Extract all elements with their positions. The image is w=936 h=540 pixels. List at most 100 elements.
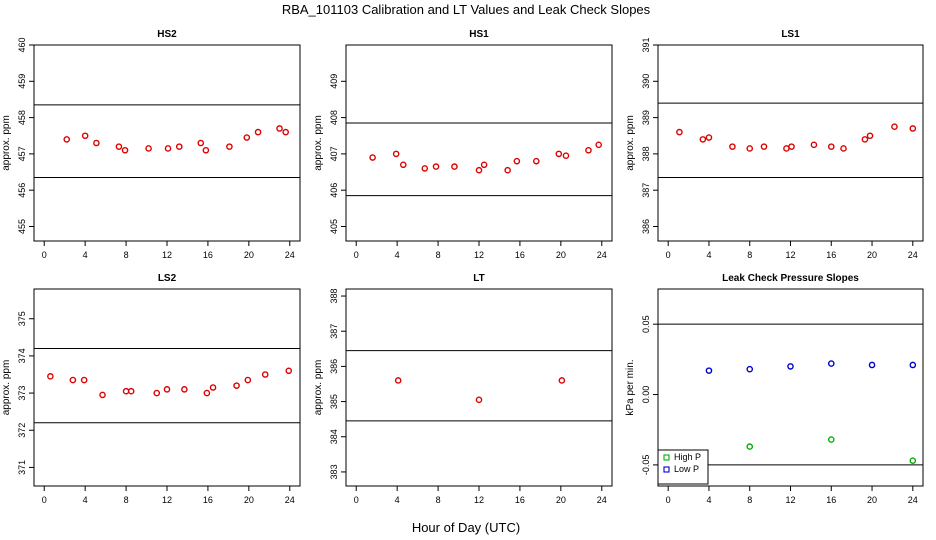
- y-tick-label: 390: [641, 74, 651, 89]
- data-point: [121, 146, 129, 154]
- data-point: [480, 161, 488, 169]
- data-point: [810, 141, 818, 149]
- x-tick-label: 20: [556, 495, 566, 505]
- data-point: [164, 145, 172, 152]
- data-point: [399, 161, 407, 169]
- chart-panels: HS2 approx. ppm 0 4 8 12 16 20 24 455 456 457 458 459…: [1, 29, 924, 505]
- x-tick-label: 24: [908, 495, 918, 505]
- x-tick-label: 16: [203, 495, 213, 505]
- data-point: [394, 377, 402, 384]
- data-point: [868, 361, 876, 369]
- x-tick-label: 24: [285, 250, 295, 260]
- data-point: [276, 125, 283, 132]
- y-tick-label: 408: [329, 110, 339, 125]
- data-point: [746, 145, 754, 152]
- x-tick-label: 16: [826, 250, 836, 260]
- x-tick-label: 12: [785, 250, 795, 260]
- data-point: [69, 376, 77, 384]
- x-tick-label: 0: [42, 495, 47, 505]
- x-tick-label: 20: [867, 250, 877, 260]
- data-point: [699, 136, 707, 143]
- panel-title: HS2: [157, 29, 177, 40]
- chart-panel-4: LS2 approx. ppm 0 4 8 12 16 20 24 371 372 373 374 375: [1, 273, 301, 505]
- y-tick-label: 385: [329, 394, 339, 409]
- data-point: [504, 166, 511, 174]
- data-point: [866, 132, 874, 140]
- data-point: [369, 154, 376, 161]
- x-tick-label: 8: [436, 495, 441, 505]
- y-tick-label: 459: [17, 74, 27, 89]
- y-tick-label: 388: [641, 146, 651, 161]
- y-tick-label: 383: [329, 464, 339, 479]
- x-tick-label: 20: [867, 495, 877, 505]
- y-tick-label: 405: [329, 219, 339, 234]
- y-axis-label: approx. ppm: [1, 115, 12, 171]
- chart-panel-3: LS1 approx. ppm 0 4 8 12 16 20 24 386 387 388 389 390…: [625, 29, 924, 260]
- x-tick-label: 4: [395, 495, 400, 505]
- y-tick-label: 457: [17, 146, 27, 161]
- data-point: [115, 143, 123, 150]
- y-tick-label: 375: [17, 311, 27, 326]
- x-tick-label: 20: [244, 495, 254, 505]
- legend-swatch: [663, 454, 670, 461]
- data-point: [532, 157, 540, 165]
- data-point: [203, 389, 211, 397]
- data-point: [909, 361, 917, 369]
- figure-xlabel: Hour of Day (UTC): [412, 520, 520, 535]
- data-point: [746, 365, 754, 373]
- x-tick-label: 8: [124, 495, 129, 505]
- y-tick-label: 386: [641, 219, 651, 234]
- chart-panel-1: HS2 approx. ppm 0 4 8 12 16 20 24 455 456 457 458 459…: [1, 29, 301, 260]
- data-point: [909, 125, 917, 132]
- legend-label: High P: [674, 452, 701, 462]
- data-point: [127, 387, 135, 395]
- data-point: [861, 136, 869, 143]
- data-point: [226, 143, 233, 150]
- data-point: [233, 382, 240, 389]
- data-point: [558, 377, 566, 384]
- panel-title: LS1: [781, 29, 800, 40]
- y-tick-label: 406: [329, 183, 339, 198]
- x-tick-label: 16: [826, 495, 836, 505]
- y-tick-label: 0.05: [641, 315, 651, 333]
- data-point: [421, 165, 429, 172]
- plot-frame: [33, 44, 301, 242]
- y-tick-label: 387: [329, 324, 339, 339]
- data-point: [181, 386, 188, 393]
- x-tick-label: 24: [597, 495, 607, 505]
- x-tick-label: 8: [436, 250, 441, 260]
- y-tick-label: 384: [329, 429, 339, 444]
- data-point: [475, 396, 483, 404]
- figure-title: RBA_101103 Calibration and LT Values and…: [282, 2, 651, 17]
- y-tick-label: 374: [17, 348, 27, 363]
- data-point: [827, 143, 835, 150]
- y-axis-label: approx. ppm: [313, 115, 324, 171]
- x-tick-label: 12: [162, 495, 172, 505]
- x-tick-label: 12: [474, 495, 484, 505]
- data-point: [209, 384, 217, 391]
- x-tick-label: 0: [42, 250, 47, 260]
- x-tick-label: 20: [244, 250, 254, 260]
- y-tick-label: 387: [641, 183, 651, 198]
- data-point: [760, 143, 768, 150]
- chart-panel-2: HS1 approx. ppm 0 4 8 12 16 20 24 405 406 407 408 409: [313, 29, 613, 260]
- data-point: [47, 373, 54, 380]
- x-tick-label: 24: [285, 495, 295, 505]
- chart-panel-6: Leak Check Pressure Slopes kPa per min. 0 4…: [625, 273, 924, 505]
- data-point: [562, 152, 570, 160]
- data-point: [451, 163, 458, 170]
- x-tick-label: 12: [474, 250, 484, 260]
- plot-frame: [33, 288, 301, 487]
- data-point: [676, 128, 683, 136]
- data-point: [585, 146, 592, 154]
- data-point: [746, 443, 754, 450]
- data-point: [80, 376, 88, 384]
- data-point: [392, 150, 400, 158]
- y-tick-label: 373: [17, 386, 27, 401]
- legend-label: Low P: [674, 464, 699, 474]
- y-tick-label: 409: [329, 74, 339, 89]
- y-tick-label: 371: [17, 460, 27, 475]
- panel-title: Leak Check Pressure Slopes: [722, 273, 859, 284]
- x-tick-label: 16: [515, 495, 525, 505]
